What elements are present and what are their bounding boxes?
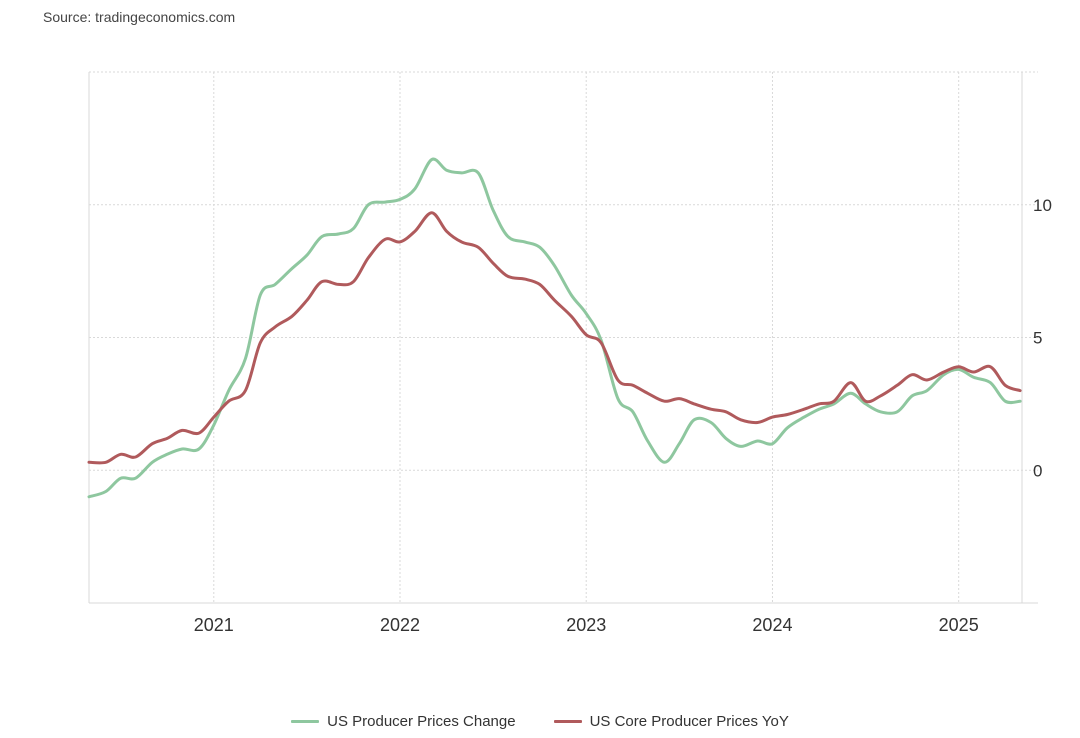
axes	[88, 72, 1038, 604]
legend-item[interactable]: US Core Producer Prices YoY	[553, 713, 789, 730]
y-tick-label: 10	[1033, 196, 1052, 215]
source-label: Source: tradingeconomics.com	[43, 9, 236, 25]
series-line-core-producer-prices-yoy	[87, 211, 1022, 465]
y-tick-label: 5	[1033, 329, 1042, 348]
legend-label: US Core Producer Prices YoY	[589, 713, 789, 730]
series-lines	[87, 157, 1022, 499]
x-tick-label: 2024	[752, 615, 792, 635]
legend-swatch	[291, 720, 320, 723]
legend: US Producer Prices Change US Core Produce…	[0, 713, 1080, 730]
x-tick-label: 2025	[939, 615, 979, 635]
y-tick-label: 0	[1033, 461, 1042, 480]
x-tick-label: 2023	[566, 615, 606, 635]
tick-labels: 0 5 10 2021 2022 2023 2024 2025	[194, 196, 1052, 635]
x-tick-label: 2022	[380, 615, 420, 635]
legend-swatch	[553, 720, 582, 723]
series-line-producer-prices-change	[87, 157, 1022, 499]
x-tick-label: 2021	[194, 615, 234, 635]
grid	[89, 71, 1038, 603]
legend-label: US Producer Prices Change	[327, 713, 516, 730]
legend-item[interactable]: US Producer Prices Change	[291, 713, 516, 730]
